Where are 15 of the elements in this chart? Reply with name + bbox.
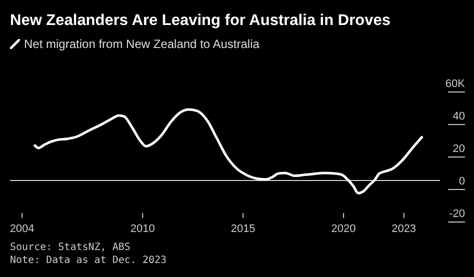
legend-label: Net migration from New Zealand to Australia [24, 37, 260, 51]
x-tick-label: 2015 [230, 223, 256, 235]
y-tick-label: -20 [449, 208, 465, 220]
y-tick-label: 20 [452, 142, 465, 155]
chart-title: New Zealanders Are Leaving for Australia in Droves [10, 12, 390, 30]
source-note: Source: StatsNZ, ABS [10, 241, 132, 254]
x-tick-label: 2023 [392, 223, 416, 235]
y-tick-label: 0 [458, 175, 465, 188]
x-tick-label: 2010 [130, 223, 155, 235]
x-tick-label: 2004 [10, 223, 34, 235]
y-tick-label: 60K [445, 78, 466, 90]
x-tick-label: 2020 [331, 223, 356, 235]
text: Note: Data as at Dec. 2023 [10, 254, 167, 267]
y-tick-label: 40 [452, 110, 465, 122]
line-series [32, 108, 424, 194]
